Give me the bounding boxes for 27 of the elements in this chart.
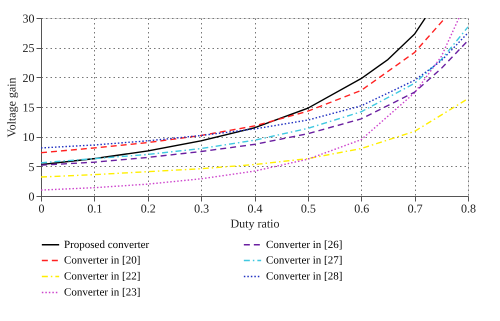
y-tick-label: 0 — [28, 190, 34, 204]
x-axis-title: Duty ratio — [230, 216, 280, 230]
y-tick-label: 5 — [28, 160, 34, 174]
legend-label: Converter in [20] — [64, 254, 140, 266]
x-tick-label: 0.6 — [354, 202, 370, 216]
x-tick-label: 0.8 — [461, 202, 476, 216]
legend-label: Converter in [26] — [266, 238, 342, 251]
legend-label: Converter in [27] — [266, 254, 342, 266]
x-tick-label: 0 — [38, 202, 44, 216]
legend-label: Converter in [22] — [64, 270, 140, 282]
y-tick-label: 15 — [22, 100, 34, 114]
legend-label: Converter in [28] — [266, 270, 342, 282]
x-tick-label: 0.5 — [300, 202, 316, 216]
y-tick-label: 10 — [22, 130, 34, 144]
line-series — [41, 18, 460, 191]
y-tick-label: 25 — [22, 41, 34, 56]
y-tick-label: 20 — [22, 70, 34, 85]
x-tick-label: 0.3 — [194, 202, 210, 216]
legend-label: Converter in [23] — [64, 286, 140, 298]
x-tick-label: 0.4 — [248, 202, 262, 216]
y-axis-title: Voltage gain — [4, 77, 18, 138]
y-tick-label: 30 — [22, 12, 34, 26]
x-tick-label: 0.1 — [87, 202, 102, 216]
x-tick-label: 0.7 — [408, 202, 423, 216]
x-tick-label: 0.2 — [140, 202, 156, 216]
legend-label: Proposed converter — [64, 238, 150, 251]
line-series — [41, 98, 468, 178]
